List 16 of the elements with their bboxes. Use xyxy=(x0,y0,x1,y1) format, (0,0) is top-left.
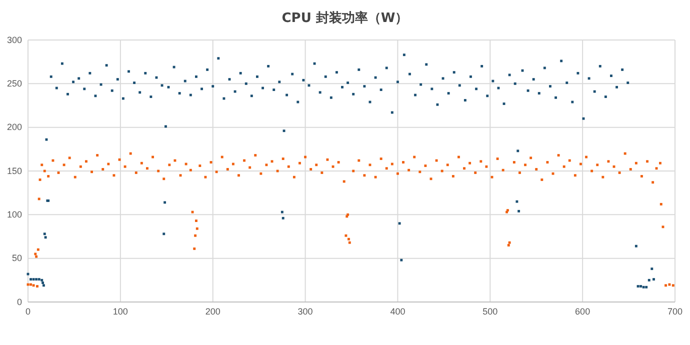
chart-title: CPU 封装功率（W） xyxy=(282,10,408,26)
x-tick-label: 500 xyxy=(482,306,498,316)
y-tick-label: 150 xyxy=(6,166,22,176)
y-tick-label: 0 xyxy=(16,296,22,307)
y-tick-label: 50 xyxy=(12,253,22,264)
x-tick-label: 100 xyxy=(112,306,128,316)
y-tick-label: 250 xyxy=(6,78,22,89)
y-tick-label: 200 xyxy=(6,122,22,132)
x-tick-label: 600 xyxy=(575,306,590,316)
y-tick-label: 100 xyxy=(6,210,22,220)
x-tick-label: 0 xyxy=(25,306,31,316)
y-tick-label: 300 xyxy=(6,34,22,45)
x-tick-label: 200 xyxy=(205,306,220,316)
x-tick-label: 300 xyxy=(298,306,313,316)
x-tick-label: 700 xyxy=(667,306,683,316)
x-tick-label: 400 xyxy=(390,306,406,316)
